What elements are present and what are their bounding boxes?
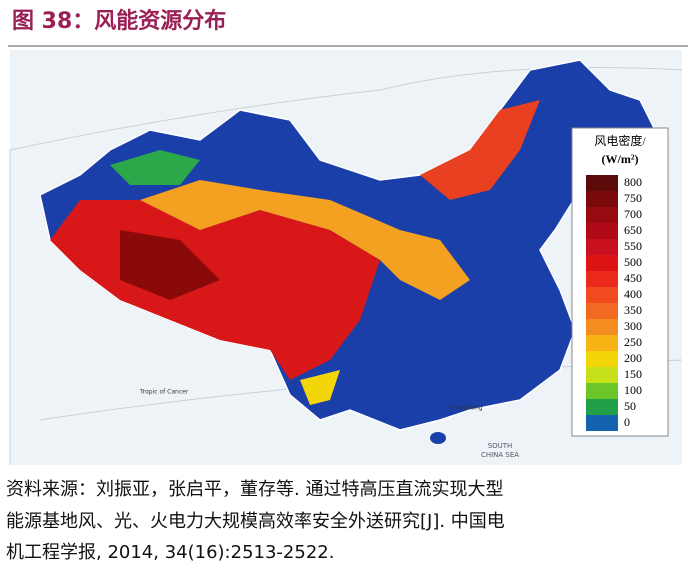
legend-label: 450 <box>624 271 642 285</box>
legend-label: 350 <box>624 303 642 317</box>
source-line: 资料来源：刘振亚，张启平，董存等. 通过特高压直流实现大型 <box>6 479 503 500</box>
legend-swatch <box>586 271 618 287</box>
legend-swatch <box>586 415 618 431</box>
legend-swatch <box>586 335 618 351</box>
legend-label: 200 <box>624 351 642 365</box>
legend-swatch <box>586 367 618 383</box>
legend-swatch <box>586 207 618 223</box>
mid-wind-region <box>300 370 340 405</box>
map: SOUTH CHINA SEA Tropic of Cancer Hong Ko… <box>9 50 683 465</box>
source-line: 机工程学报, 2014, 34(16):2513-2522. <box>6 542 334 563</box>
legend-swatch <box>586 191 618 207</box>
tropic-label: Tropic of Cancer <box>139 389 189 396</box>
legend-swatch <box>586 255 618 271</box>
city-label: Hong Kong <box>450 405 483 412</box>
legend-swatch <box>586 175 618 191</box>
legend-label: 750 <box>624 191 642 205</box>
legend-swatch <box>586 319 618 335</box>
sea-label: CHINA SEA <box>481 451 519 459</box>
legend: 风电密度/ (W/m²) 800750700650550500450400350… <box>571 127 669 437</box>
legend-label: 550 <box>624 239 642 253</box>
source-line: 能源基地风、光、火电力大规模高效率安全外送研究[J]. 中国电 <box>6 511 505 532</box>
legend-label: 250 <box>624 335 642 349</box>
legend-label: 100 <box>624 383 642 397</box>
mid-wind-region <box>140 180 470 300</box>
high-wind-region <box>120 230 220 300</box>
legend-label: 800 <box>624 175 642 189</box>
legend-swatch <box>586 239 618 255</box>
legend-label: 50 <box>624 399 636 413</box>
low-wind-region <box>110 150 200 185</box>
island <box>430 432 446 444</box>
legend-title: (W/m²) <box>602 152 639 166</box>
mid-wind-region <box>420 100 540 200</box>
legend-label: 400 <box>624 287 642 301</box>
legend-label: 150 <box>624 367 642 381</box>
legend-swatch <box>586 223 618 239</box>
legend-label: 650 <box>624 223 642 237</box>
legend-swatch <box>586 383 618 399</box>
legend-label: 700 <box>624 207 642 221</box>
legend-label: 500 <box>624 255 642 269</box>
legend-swatch <box>586 287 618 303</box>
legend-swatch <box>586 399 618 415</box>
sea-label: SOUTH <box>488 442 513 450</box>
figure-title: 图 38：风能资源分布 <box>12 8 226 34</box>
legend-swatch <box>586 303 618 319</box>
legend-label: 0 <box>624 415 630 429</box>
legend-swatch <box>586 351 618 367</box>
legend-title: 风电密度/ <box>594 133 646 148</box>
legend-label: 300 <box>624 319 642 333</box>
